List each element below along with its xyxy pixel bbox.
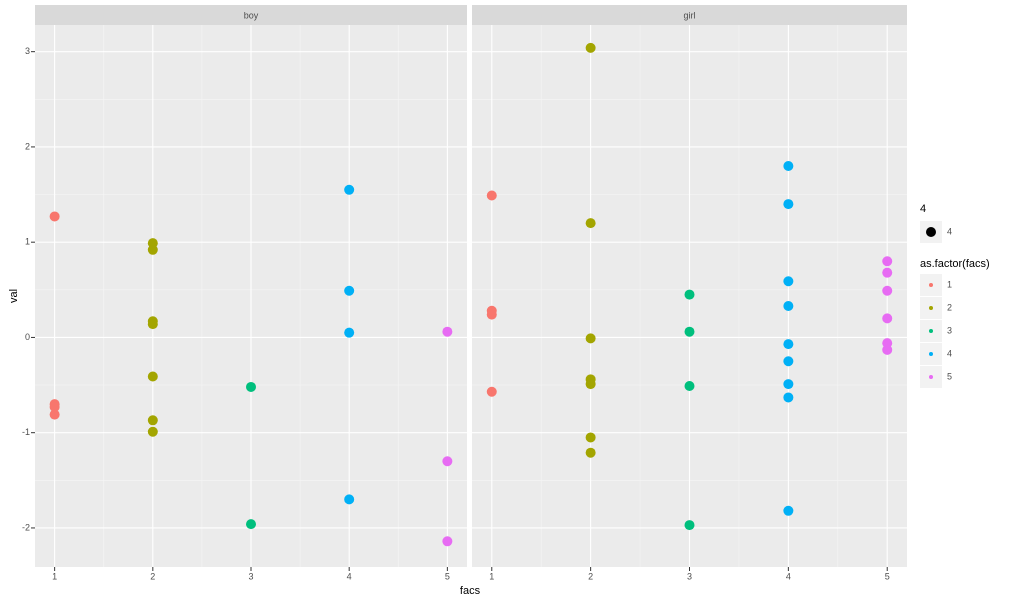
legend-title: as.factor(facs) (920, 258, 990, 270)
y-axis-label: val (8, 289, 20, 303)
legend-point (929, 306, 933, 310)
size-legend-label: 4 (947, 226, 952, 236)
point (344, 184, 355, 195)
point (684, 381, 695, 392)
point (246, 381, 256, 392)
point (882, 344, 893, 355)
point (585, 218, 596, 229)
point (585, 432, 596, 443)
legend-label: 1 (947, 279, 952, 289)
point (684, 326, 695, 337)
point (882, 256, 893, 267)
x-tick-label: 5 (885, 571, 890, 581)
point (442, 456, 453, 467)
point (147, 415, 158, 426)
y-tick-label: 0 (25, 332, 30, 342)
point (486, 309, 497, 320)
point (585, 333, 596, 344)
point (246, 519, 256, 530)
point (783, 379, 794, 390)
point (344, 327, 355, 338)
point (442, 326, 453, 337)
point (147, 371, 158, 382)
point (49, 401, 60, 412)
size-legend-title: 4 (920, 203, 926, 215)
legend-point (926, 227, 936, 237)
point (783, 356, 794, 367)
point (344, 494, 355, 505)
legend-point (929, 375, 933, 379)
x-tick-label: 3 (248, 571, 253, 581)
y-tick-label: 3 (25, 46, 30, 56)
strip-background (472, 5, 907, 25)
y-tick-label: 1 (25, 237, 30, 247)
x-tick-label: 4 (786, 571, 791, 581)
point (783, 339, 794, 350)
x-tick-label: 4 (347, 571, 352, 581)
point (49, 409, 60, 420)
point (147, 244, 158, 255)
point (585, 42, 596, 53)
legend-label: 2 (947, 302, 952, 312)
legend-point (929, 329, 933, 333)
point (783, 301, 794, 312)
point (585, 379, 596, 390)
point (783, 505, 794, 516)
x-tick-label: 5 (445, 571, 450, 581)
point (783, 160, 794, 171)
x-tick-label: 2 (150, 571, 155, 581)
strip-background (35, 5, 467, 25)
point (344, 285, 355, 296)
x-tick-label: 3 (687, 571, 692, 581)
x-axis-label: facs (460, 585, 481, 597)
point (147, 319, 158, 330)
legend-label: 3 (947, 325, 952, 335)
point (882, 267, 893, 278)
point (783, 199, 794, 210)
point (684, 289, 695, 300)
legend-point (929, 283, 933, 287)
legend-label: 4 (947, 348, 952, 358)
point (486, 386, 497, 397)
point (684, 520, 695, 531)
strip-label: boy (244, 10, 259, 20)
y-tick-label: -1 (22, 427, 30, 437)
legend-point (929, 352, 933, 356)
x-tick-label: 2 (588, 571, 593, 581)
y-tick-label: 2 (25, 141, 30, 151)
point (882, 285, 893, 296)
strip-label: girl (683, 10, 695, 20)
y-tick-label: -2 (22, 522, 30, 532)
point (49, 211, 60, 222)
point (147, 426, 158, 437)
point (783, 392, 794, 403)
point (486, 190, 497, 201)
point (882, 313, 893, 324)
x-tick-label: 1 (52, 571, 57, 581)
point (783, 276, 794, 287)
point (442, 536, 453, 547)
point (585, 447, 596, 458)
legend-label: 5 (947, 371, 952, 381)
x-tick-label: 1 (489, 571, 494, 581)
